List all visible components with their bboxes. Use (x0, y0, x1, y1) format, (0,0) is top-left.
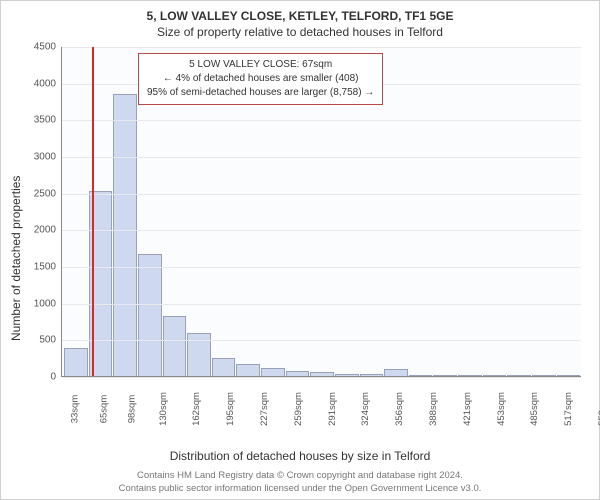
chart-subtitle: Size of property relative to detached ho… (1, 23, 599, 39)
x-tick-label: 517sqm (563, 392, 575, 426)
plot-wrap: 0500100015002000250030003500400045005 LO… (61, 47, 581, 417)
annotation-line: 5 LOW VALLEY CLOSE: 67sqm (147, 58, 374, 72)
x-tick-label: 388sqm (428, 392, 440, 426)
x-tick-label: 485sqm (529, 392, 541, 426)
grid-line (62, 340, 581, 341)
grid-line (62, 267, 581, 268)
x-tick-label: 291sqm (327, 392, 339, 426)
marker-vertical-line (92, 47, 94, 376)
x-tick-label: 453sqm (496, 392, 508, 426)
grid-line (62, 120, 581, 121)
y-tick-label: 4500 (34, 42, 62, 53)
bar (384, 369, 408, 376)
bar (113, 94, 137, 376)
annotation-line: 95% of semi-detached houses are larger (… (147, 86, 374, 100)
bar (286, 371, 310, 376)
bar (532, 375, 556, 376)
chart-title: 5, LOW VALLEY CLOSE, KETLEY, TELFORD, TF… (1, 1, 599, 23)
bar (212, 358, 236, 376)
grid-line (62, 194, 581, 195)
grid-line (62, 377, 581, 378)
bar (138, 254, 162, 376)
y-tick-label: 500 (39, 335, 62, 346)
bar (360, 374, 384, 376)
x-tick-label: 227sqm (259, 392, 271, 426)
annotation-box: 5 LOW VALLEY CLOSE: 67sqm← 4% of detache… (138, 53, 383, 105)
grid-line (62, 47, 581, 48)
x-tick-label: 356sqm (394, 392, 406, 426)
x-tick-label: 130sqm (157, 392, 169, 426)
bar (409, 375, 433, 376)
bar (163, 316, 187, 376)
bar (64, 348, 88, 376)
x-tick-label: 162sqm (191, 392, 203, 426)
x-tick-label: 195sqm (225, 392, 237, 426)
x-tick-group: 33sqm65sqm98sqm130sqm162sqm195sqm227sqm2… (61, 381, 581, 421)
footer-line-1: Contains HM Land Registry data © Crown c… (137, 470, 463, 481)
bar (458, 375, 482, 376)
bar (433, 375, 457, 376)
x-tick-label: 98sqm (126, 395, 138, 424)
y-tick-label: 3000 (34, 152, 62, 163)
grid-line (62, 304, 581, 305)
x-tick-label: 259sqm (293, 392, 305, 426)
bar (557, 375, 581, 376)
x-tick-label: 324sqm (360, 392, 372, 426)
bar (335, 374, 359, 376)
x-axis-label: Distribution of detached houses by size … (1, 449, 599, 463)
x-tick-label: 33sqm (69, 395, 81, 424)
chart-container: 5, LOW VALLEY CLOSE, KETLEY, TELFORD, TF… (0, 0, 600, 500)
footer-text: Contains HM Land Registry data © Crown c… (1, 470, 599, 495)
x-tick-label: 421sqm (462, 392, 474, 426)
y-tick-label: 2000 (34, 225, 62, 236)
footer-line-2: Contains public sector information licen… (119, 483, 482, 494)
y-tick-label: 1000 (34, 298, 62, 309)
y-tick-label: 2500 (34, 188, 62, 199)
x-tick-label: 65sqm (98, 395, 110, 424)
plot-area: 0500100015002000250030003500400045005 LO… (61, 47, 581, 377)
grid-line (62, 157, 581, 158)
y-tick-label: 3500 (34, 115, 62, 126)
y-axis-label: Number of detached properties (9, 176, 23, 341)
bar (483, 375, 507, 376)
bar (236, 364, 260, 376)
annotation-line: ← 4% of detached houses are smaller (408… (147, 72, 374, 86)
y-tick-label: 1500 (34, 262, 62, 273)
grid-line (62, 230, 581, 231)
y-tick-label: 4000 (34, 78, 62, 89)
bar (310, 372, 334, 376)
bar (261, 368, 285, 376)
bar (507, 375, 531, 376)
